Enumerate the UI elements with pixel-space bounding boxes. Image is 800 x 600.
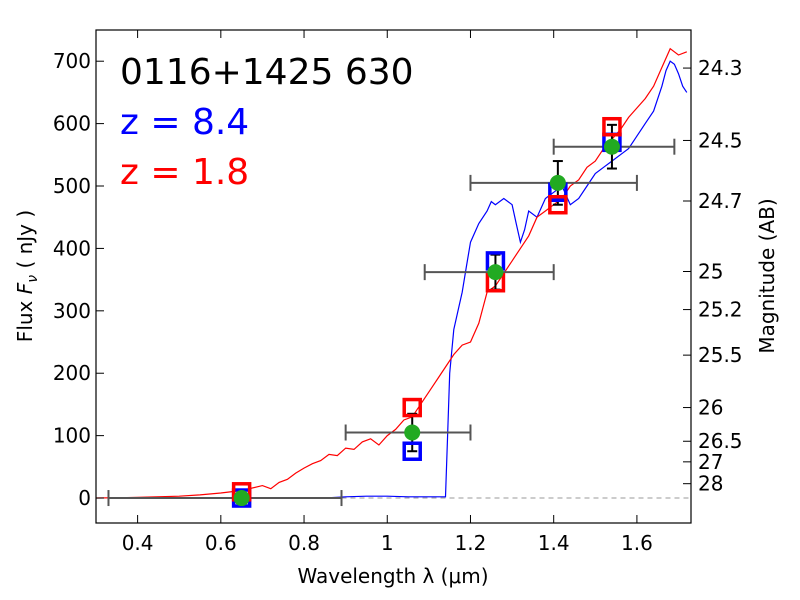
mag-tick-label: 24.3 [698, 56, 743, 80]
right-axis-label: Magnitude (AB) [755, 198, 779, 353]
x-tick-label: 0.4 [122, 531, 154, 555]
y-tick-label: 500 [53, 174, 91, 198]
ticks-layer: 0.4 0.6 0.8 1 1.2 1.4 1.6 0 100 200 300 400 500 600 70… [53, 30, 743, 555]
x-tick-label: 0.6 [205, 531, 237, 555]
model-marker-z18 [548, 194, 568, 215]
x-tick-label: 1.6 [621, 531, 653, 555]
model-marker-z18 [402, 397, 422, 418]
plot-frame [95, 29, 692, 524]
mag-tick-label: 25 [698, 260, 723, 284]
y-tick-label: 700 [53, 49, 91, 73]
mag-tick-label: 24.7 [698, 189, 743, 213]
model-marker-z18 [602, 116, 622, 137]
mag-tick-label: 26.5 [698, 429, 743, 453]
measured-point [233, 490, 250, 507]
y-axis-label: Flux Fν ( nJy ) [13, 210, 41, 342]
series-line-z84 [283, 60, 688, 499]
filter-point-3 [469, 160, 638, 215]
x-tick-label: 1.4 [538, 531, 570, 555]
x-tick-label: 1.2 [455, 531, 487, 555]
x-tick-label: 1 [381, 531, 394, 555]
points-layer [107, 116, 676, 508]
x-tick-label: 0.8 [288, 531, 320, 555]
filter-point-0 [107, 482, 343, 508]
y-tick-label: 600 [53, 112, 91, 136]
mag-tick-label: 28 [698, 472, 723, 496]
measured-point [603, 138, 620, 155]
mag-tick-label: 24.5 [698, 128, 743, 152]
x-axis-label: Wavelength λ (μm) [297, 564, 488, 588]
z18-annotation: z = 1.8 [120, 152, 249, 193]
filter-point-1 [344, 397, 472, 461]
mag-tick-label: 26 [698, 396, 723, 420]
y-tick-label: 200 [53, 361, 91, 385]
title-annotation: 0116+1425 630 [120, 52, 414, 93]
measured-point [549, 174, 566, 191]
z84-annotation: z = 8.4 [120, 102, 249, 143]
y-tick-label: 0 [78, 486, 91, 510]
filter-point-4 [552, 116, 676, 170]
mag-tick-label: 27 [698, 450, 723, 474]
measured-point [404, 424, 421, 441]
filter-point-2 [423, 251, 555, 293]
mag-tick-label: 25.2 [698, 298, 743, 322]
mag-tick-label: 25.5 [698, 343, 743, 367]
model-marker-z84 [402, 441, 422, 461]
y-tick-label: 400 [53, 236, 91, 260]
measured-point [487, 264, 504, 281]
y-tick-label: 100 [53, 424, 91, 448]
y-tick-label: 300 [53, 299, 91, 323]
